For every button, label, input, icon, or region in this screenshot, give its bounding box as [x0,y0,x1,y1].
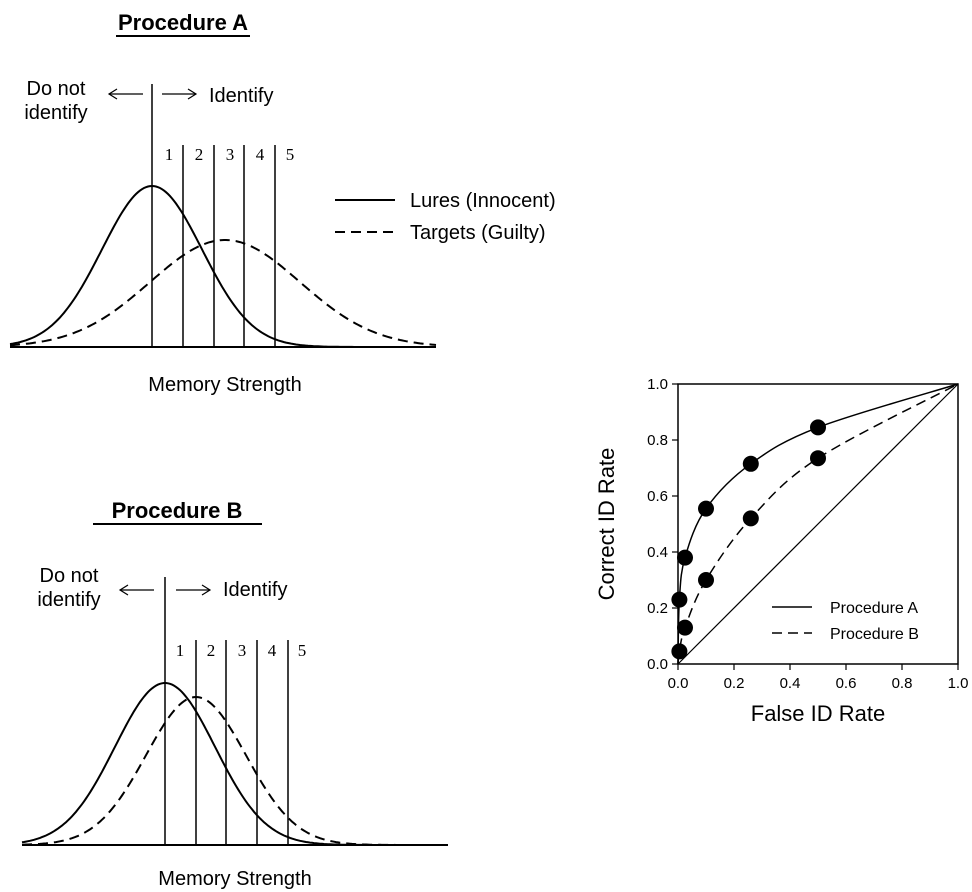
roc-curve-procedure-b [677,383,959,665]
criterion-label-2: 2 [195,145,204,164]
roc-y-ticks: 0.0 0.2 0.4 0.6 0.8 1.0 [647,376,678,673]
roc-x-tick-label: 0.4 [780,675,801,692]
criterion-label-4: 4 [268,641,277,660]
procedure-b-lure-distribution [21,682,448,846]
roc-x-tick-label: 0.6 [836,675,857,692]
roc-x-ticks: 0.0 0.2 0.4 0.6 0.8 1.0 [668,664,969,692]
procedure-a-identify-left-label: identify [24,102,87,124]
left-arrow-icon [107,88,143,100]
roc-y-axis-title: Correct ID Rate [594,448,619,601]
legend-lures-label: Lures (Innocent) [410,190,556,212]
roc-point-a-4 [742,455,759,472]
roc-point-a-3 [698,500,714,517]
procedure-b-panel: Procedure B Do not identify Identify 1 2… [21,498,448,890]
procedure-a-do-not-label: Do not [27,78,86,100]
roc-x-tick-label: 0.2 [724,675,745,692]
roc-point-b-4 [742,510,759,527]
procedure-a-target-distribution [9,239,437,347]
procedure-a-identify-label: Identify [209,85,273,107]
roc-x-tick-label: 1.0 [948,675,969,692]
roc-point-b-1 [671,643,688,660]
roc-point-b-3 [698,572,714,588]
roc-legend: Procedure A Procedure B [772,600,919,643]
criterion-label-5: 5 [286,145,295,164]
procedure-a-legend: Lures (Innocent) Targets (Guilty) [335,190,556,244]
procedure-b-x-label: Memory Strength [158,868,311,890]
procedure-b-do-not-label: Do not [40,565,99,587]
procedure-a-title: Procedure A [118,10,248,35]
roc-y-tick-label: 0.4 [647,544,668,561]
procedure-b-criteria: 1 2 3 4 5 [164,577,307,845]
roc-data-points [671,419,826,660]
roc-point-b-2 [677,619,693,636]
roc-point-b-5 [810,450,826,467]
procedure-a-lure-distribution [9,184,436,348]
roc-x-axis-title: False ID Rate [751,701,886,726]
roc-point-a-5 [810,419,826,436]
roc-legend-b-label: Procedure B [830,626,919,643]
procedure-a-criteria: 1 2 3 4 5 [151,84,295,347]
roc-chart: 0.0 0.2 0.4 0.6 0.8 1.0 0.0 0.2 0.4 0.6 0.8 1.0 Fa… [594,376,968,726]
roc-point-a-2 [677,549,693,566]
roc-y-tick-label: 0.6 [647,488,668,505]
criterion-label-5: 5 [298,641,307,660]
roc-x-tick-label: 0.0 [668,675,689,692]
roc-x-tick-label: 0.8 [892,675,913,692]
criterion-label-4: 4 [256,145,265,164]
criterion-label-1: 1 [165,145,174,164]
criterion-label-3: 3 [238,641,247,660]
roc-legend-a-label: Procedure A [830,600,918,617]
right-arrow-icon [176,584,212,596]
roc-plot-frame [677,383,959,665]
roc-y-tick-label: 0.2 [647,600,668,617]
procedure-b-identify-label: Identify [223,579,287,601]
criterion-label-1: 1 [176,641,185,660]
roc-point-a-1 [671,591,688,608]
criterion-label-2: 2 [207,641,216,660]
roc-chance-line [677,383,959,665]
legend-targets-label: Targets (Guilty) [410,222,546,244]
left-arrow-icon [118,584,154,596]
criterion-label-3: 3 [226,145,235,164]
procedure-b-identify-left-label: identify [37,589,100,611]
procedure-a-x-label: Memory Strength [148,374,301,396]
right-arrow-icon [162,88,198,100]
roc-y-tick-label: 1.0 [647,376,668,393]
procedure-a-panel: Procedure A Do not identify Identify 1 2… [9,10,556,396]
procedure-b-target-distribution [21,695,448,846]
procedure-b-title: Procedure B [112,498,243,523]
roc-y-tick-label: 0.8 [647,432,668,449]
roc-y-tick-label: 0.0 [647,656,668,673]
